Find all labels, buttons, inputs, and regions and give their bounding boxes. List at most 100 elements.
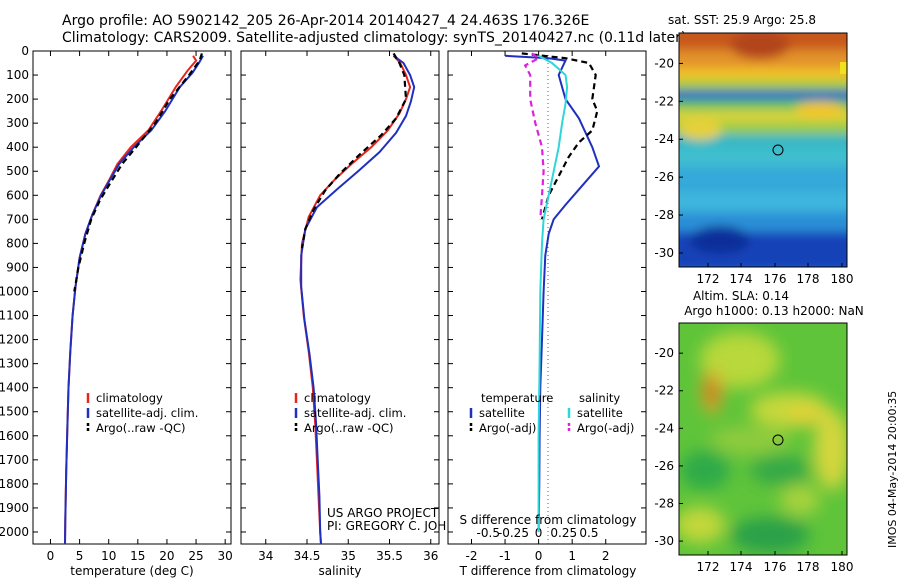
lat-tick-label: -20 [654, 346, 674, 360]
x-tick-label: 34 [258, 549, 273, 563]
temperature-xlabel: temperature (deg C) [70, 564, 193, 578]
lon-tick-label: 172 [697, 560, 720, 574]
y-tick-label: 2000 [0, 525, 29, 539]
sla-map-frame [678, 322, 848, 556]
figure-subtitle: Climatology: CARS2009. Satellite-adjuste… [62, 30, 686, 46]
legend-header: temperature [481, 391, 553, 405]
lat-tick-label: -24 [654, 132, 674, 146]
salinity-ticks: 34 34.5 35 35.5 36 [241, 50, 439, 563]
x-tick-label: 35 [341, 549, 356, 563]
x-tick-label: 35.5 [376, 549, 403, 563]
s-tick-label: 0.5 [579, 526, 598, 540]
y-tick-label: 500 [6, 164, 29, 178]
series-line [300, 52, 408, 249]
legend-label: satellite-adj. clim. [304, 406, 406, 420]
sla-map-subtitle: Argo h1000: 0.13 h2000: NaN [684, 304, 864, 318]
lat-tick-label: -22 [654, 94, 674, 108]
temperature-lines [64, 53, 204, 545]
lat-tick-label: -22 [654, 384, 674, 398]
x-tick-label: 0 [535, 549, 543, 563]
legend-label: satellite-adj. clim. [96, 406, 198, 420]
series-line [523, 52, 545, 220]
sla-map-image [679, 323, 847, 555]
y-tick-label: 1300 [0, 357, 29, 371]
s-tick-label: -0.5 [477, 526, 500, 540]
difference-legend: temperature salinitysatelliteArgo(-adj)sa… [469, 391, 634, 435]
y-tick-label: 200 [6, 92, 29, 106]
lat-tick-label: -28 [654, 496, 674, 510]
x-tick-label: 34.5 [294, 549, 321, 563]
sst-lon-ticks: 172 174 176 178 180 [697, 263, 854, 286]
y-tick-label: 1200 [0, 333, 29, 347]
legend-label: Argo(-adj) [577, 421, 634, 435]
s-tick-label: 0.25 [550, 526, 577, 540]
y-tick-label: 1800 [0, 477, 29, 491]
sla-map: Altim. SLA: 0.14 Argo h1000: 0.13 h2000:… [654, 289, 863, 574]
difference-axes [447, 50, 647, 545]
difference-panel: -2 -1 0 1 2 -0.5-0.25 0 0.25 0.5 S difference fr… [447, 50, 647, 578]
sla-map-title: Altim. SLA: 0.14 [693, 289, 789, 303]
lon-tick-label: 178 [797, 560, 820, 574]
y-tick-label: 1500 [0, 405, 29, 419]
legend-header: salinity [579, 391, 620, 405]
lat-tick-label: -28 [654, 208, 674, 222]
sst-map-frame [678, 32, 848, 268]
lon-tick-label: 174 [730, 560, 753, 574]
x-tick-label: 0 [47, 549, 55, 563]
lon-tick-label: 178 [797, 272, 820, 286]
lon-tick-label: 176 [764, 560, 787, 574]
sst-lat-ticks: -20 -22 -24 -26 -28 -30 [654, 56, 683, 260]
x-tick-label: 20 [159, 549, 174, 563]
s-tick-label: -0.25 [498, 526, 529, 540]
legend-label: Argo(-adj) [479, 421, 536, 435]
project-name: US ARGO PROJECT [327, 506, 439, 520]
y-tick-label: 700 [6, 212, 29, 226]
salinity-panel: 34 34.5 35 35.5 36 salinity climatologysatel… [240, 50, 481, 578]
lat-tick-label: -30 [654, 534, 674, 548]
series-line [537, 54, 569, 532]
y-tick-label: 1100 [0, 309, 29, 323]
figure-title: Argo profile: AO 5902142_205 26-Apr-2014… [62, 13, 589, 29]
lon-tick-label: 174 [730, 272, 753, 286]
pi-name: PI: GREGORY C. JOHNSON [327, 519, 481, 533]
temperature-axes [32, 50, 232, 545]
x-tick-label: -1 [499, 549, 511, 563]
sla-lon-ticks: 172 174 176 178 180 [697, 551, 854, 574]
y-tick-label: 900 [6, 260, 29, 274]
legend-label: climatology [304, 391, 371, 405]
legend-label: climatology [96, 391, 163, 405]
x-tick-label: 2 [602, 549, 610, 563]
sla-argo-marker [772, 434, 784, 446]
series-line [505, 54, 601, 533]
x-tick-label: 5 [76, 549, 84, 563]
y-tick-label: 400 [6, 140, 29, 154]
x-tick-label: 25 [188, 549, 203, 563]
lat-tick-label: -26 [654, 459, 674, 473]
lon-tick-label: 180 [831, 560, 854, 574]
legend-label: Argo(..raw -QC) [304, 421, 394, 435]
sst-argo-marker [772, 144, 784, 156]
legend-label: satellite [577, 406, 623, 420]
y-tick-label: 100 [6, 68, 29, 82]
lat-tick-label: -20 [654, 56, 674, 70]
sst-map-image [679, 33, 847, 267]
y-tick-label: 1700 [0, 453, 29, 467]
temperature-panel: 0100200300400500600700800900100011001200… [0, 44, 233, 578]
difference-lines [505, 52, 601, 533]
legend-label: satellite [479, 406, 525, 420]
x-tick-label: 36 [423, 549, 438, 563]
series-line [521, 52, 599, 220]
x-tick-label: 10 [101, 549, 116, 563]
salinity-axes [240, 50, 440, 545]
x-tick-label: -2 [466, 549, 478, 563]
lat-tick-label: -30 [654, 246, 674, 260]
y-tick-label: 1600 [0, 429, 29, 443]
sla-lat-ticks: -20 -22 -24 -26 -28 -30 [654, 346, 683, 548]
salinity-lines [299, 52, 416, 545]
lon-tick-label: 180 [831, 272, 854, 286]
lon-tick-label: 172 [697, 272, 720, 286]
x-tick-label: 30 [218, 549, 233, 563]
lat-tick-label: -26 [654, 170, 674, 184]
